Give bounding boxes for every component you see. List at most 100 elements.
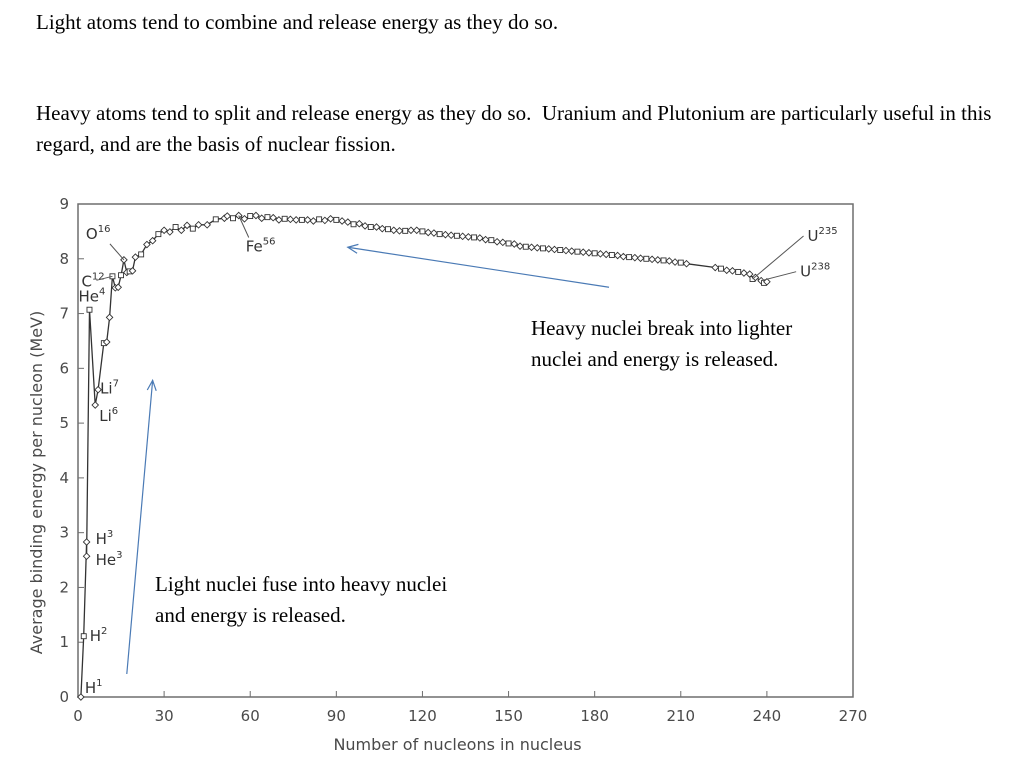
data-point bbox=[430, 229, 438, 237]
data-point bbox=[82, 552, 91, 561]
data-point bbox=[718, 265, 724, 272]
y-tick-label: 0 bbox=[59, 688, 69, 706]
data-point bbox=[275, 216, 283, 224]
data-point bbox=[303, 216, 312, 224]
data-point bbox=[223, 212, 232, 220]
isotope-leader-line bbox=[761, 271, 797, 282]
data-point bbox=[257, 214, 266, 223]
data-point bbox=[86, 306, 93, 313]
x-tick-label: 240 bbox=[753, 707, 782, 725]
intro-light-text: Light atoms tend to combine and release … bbox=[36, 10, 559, 34]
data-point bbox=[476, 234, 484, 242]
data-point bbox=[264, 214, 271, 221]
data-point bbox=[682, 259, 691, 268]
data-point bbox=[419, 228, 426, 235]
isotope-symbol: He bbox=[96, 551, 117, 569]
data-point bbox=[653, 256, 662, 264]
data-point bbox=[372, 223, 381, 231]
isotope-symbol: He bbox=[78, 288, 99, 306]
x-tick-label: 210 bbox=[666, 707, 695, 725]
isotope-symbol: H bbox=[90, 627, 101, 645]
data-point bbox=[131, 253, 140, 261]
data-point bbox=[498, 238, 507, 247]
data-point bbox=[338, 217, 346, 225]
x-tick-label: 150 bbox=[494, 707, 523, 725]
data-point bbox=[458, 232, 467, 241]
arrow-fission-shaft bbox=[347, 246, 610, 288]
data-point bbox=[671, 258, 679, 266]
isotope-label-h1: H1 bbox=[85, 678, 103, 697]
isotope-mass-number: 2 bbox=[101, 626, 107, 637]
data-point bbox=[596, 250, 605, 258]
data-point bbox=[77, 693, 85, 701]
isotope-mass-number: 12 bbox=[92, 271, 105, 282]
isotope-leader-line bbox=[238, 215, 250, 238]
data-point bbox=[643, 255, 650, 262]
isotope-mass-number: 4 bbox=[99, 287, 105, 298]
data-point bbox=[602, 250, 610, 259]
y-tick-label: 7 bbox=[59, 305, 69, 323]
isotope-mass-number: 56 bbox=[263, 237, 276, 248]
data-point bbox=[763, 277, 771, 286]
data-point bbox=[361, 222, 369, 230]
x-tick-label: 90 bbox=[327, 707, 346, 725]
y-tick-label: 4 bbox=[59, 469, 69, 487]
data-point bbox=[631, 253, 639, 262]
data-point bbox=[316, 216, 323, 223]
intro-heavy-text: Heavy atoms tend to split and release en… bbox=[36, 101, 997, 156]
isotope-symbol: U bbox=[800, 263, 811, 281]
data-point bbox=[395, 227, 404, 235]
data-point bbox=[114, 283, 123, 292]
data-point bbox=[247, 213, 254, 220]
data-point bbox=[143, 240, 151, 249]
data-point bbox=[453, 232, 460, 239]
isotope-leader-line bbox=[752, 235, 804, 280]
arrow-fusion-head bbox=[146, 378, 157, 391]
data-point bbox=[385, 226, 391, 233]
data-point bbox=[166, 228, 174, 236]
y-tick-label: 3 bbox=[59, 524, 69, 542]
data-point bbox=[626, 254, 633, 261]
data-point bbox=[735, 268, 742, 275]
isotope-mass-number: 235 bbox=[819, 226, 838, 237]
isotope-label-he4: He4 bbox=[78, 287, 105, 306]
isotope-symbol: Fe bbox=[246, 238, 263, 256]
data-point bbox=[447, 231, 455, 240]
data-point bbox=[648, 255, 656, 264]
annotation-heavy: Heavy nuclei break into lighter nuclei a… bbox=[531, 316, 793, 371]
x-tick-label: 270 bbox=[839, 707, 868, 725]
y-tick-label: 8 bbox=[59, 250, 69, 268]
isotope-label-h2: H2 bbox=[90, 626, 108, 645]
y-axis-title: Average binding energy per nucleon (MeV) bbox=[27, 311, 46, 654]
data-point bbox=[240, 214, 249, 223]
data-point bbox=[269, 213, 278, 222]
data-point bbox=[740, 269, 748, 277]
plot-frame bbox=[77, 203, 854, 698]
x-tick-label: 0 bbox=[73, 707, 83, 725]
data-point bbox=[567, 247, 576, 255]
data-point bbox=[350, 221, 357, 228]
isotope-symbol: H bbox=[85, 679, 96, 697]
isotope-label-o16: O16 bbox=[86, 224, 111, 243]
x-tick-label: 60 bbox=[241, 707, 260, 725]
isotope-symbol: O bbox=[86, 225, 98, 243]
y-tick-label: 9 bbox=[59, 195, 69, 213]
y-tick-label: 2 bbox=[59, 578, 69, 596]
data-point bbox=[148, 236, 157, 245]
data-point bbox=[510, 240, 519, 248]
data-point bbox=[230, 215, 236, 222]
data-point bbox=[493, 237, 501, 246]
data-point bbox=[608, 251, 615, 258]
data-point bbox=[91, 401, 100, 409]
data-point bbox=[203, 220, 212, 229]
data-point bbox=[522, 243, 529, 250]
data-point bbox=[550, 245, 559, 254]
data-point bbox=[128, 266, 137, 275]
data-point bbox=[252, 211, 260, 220]
data-point bbox=[298, 216, 305, 223]
isotope-mass-number: 7 bbox=[113, 379, 119, 390]
data-point bbox=[579, 248, 588, 257]
isotope-symbol: Li bbox=[99, 407, 112, 425]
isotope-leader-line bbox=[109, 243, 125, 261]
